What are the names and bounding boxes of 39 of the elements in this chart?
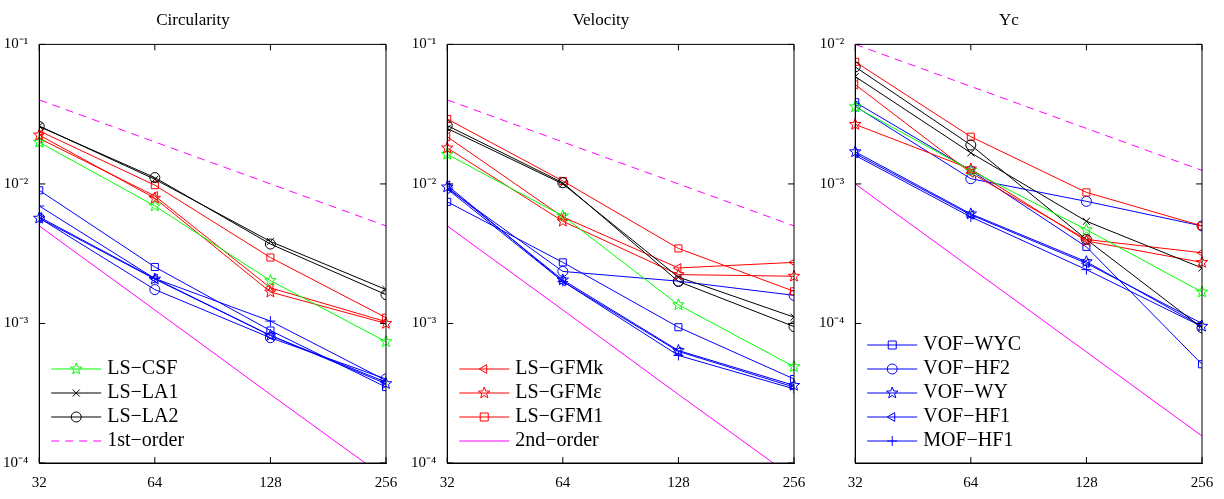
x-tick-label: 256: [782, 473, 806, 490]
legend-label: VOF−HF1: [923, 404, 1011, 427]
legend-label: LS−LA2: [107, 404, 179, 427]
legend-label: LS−CSF: [107, 356, 178, 379]
x-tick-label: 32: [31, 473, 47, 490]
x-tick-label: 64: [963, 473, 979, 490]
x-tick-label: 128: [259, 473, 282, 490]
chart-title: Velocity: [572, 9, 630, 29]
legend-label: LS−LA1: [107, 380, 179, 403]
legend-label: VOF−HF2: [923, 356, 1011, 379]
y-tick-label: 10⁻¹: [411, 35, 437, 52]
legend-label: LS−GFMk: [515, 356, 604, 379]
x-tick-label: 128: [1075, 473, 1098, 490]
y-tick-label: 10⁻³: [819, 174, 845, 191]
legend-label: LS−GFMε: [515, 380, 602, 403]
legend-label: LS−GFM1: [515, 404, 604, 427]
y-tick-label: 10⁻⁴: [411, 453, 437, 470]
legend-label: MOF−HF1: [923, 428, 1014, 451]
x-tick-label: 128: [667, 473, 690, 490]
x-tick-label: 32: [439, 473, 455, 490]
legend-label: VOF−WY: [923, 380, 1008, 403]
legend-label: VOF−WYC: [923, 332, 1022, 355]
x-tick-label: 64: [555, 473, 571, 490]
y-tick-label: 10⁻³: [411, 314, 437, 331]
y-tick-label: 10⁻⁴: [819, 314, 845, 331]
y-tick-label: 10⁻³: [3, 314, 29, 331]
x-tick-label: 256: [374, 473, 398, 490]
y-tick-label: 10⁻⁴: [3, 453, 29, 470]
chart-title: Circularity: [156, 9, 231, 29]
x-tick-label: 32: [847, 473, 863, 490]
x-tick-label: 256: [1190, 473, 1214, 490]
chart-title: Yc: [999, 9, 1020, 29]
legend-label: 1st−order: [107, 428, 185, 451]
x-tick-label: 64: [147, 473, 163, 490]
y-tick-label: 10⁻²: [819, 35, 845, 52]
y-tick-label: 10⁻¹: [3, 35, 29, 52]
y-tick-label: 10⁻²: [411, 174, 437, 191]
y-tick-label: 10⁻²: [3, 174, 29, 191]
legend-label: 2nd−order: [515, 428, 600, 451]
